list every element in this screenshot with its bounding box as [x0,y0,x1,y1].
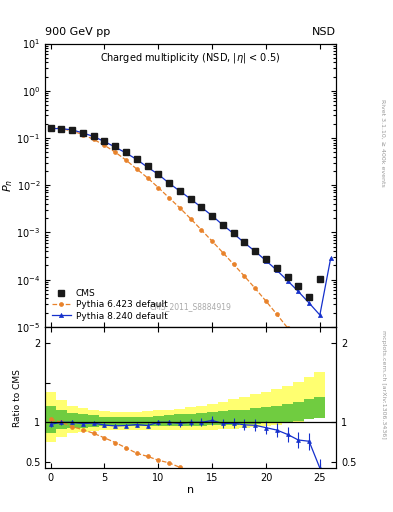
CMS [253,248,257,254]
Pythia 6.423 default [167,195,171,201]
Pythia 6.423 default [134,166,139,172]
Pythia 8.240 default [188,196,193,202]
CMS [199,204,204,210]
Pythia 8.240 default [81,130,85,136]
Text: Rivet 3.1.10, ≥ 400k events: Rivet 3.1.10, ≥ 400k events [381,99,386,187]
Line: Pythia 8.240 default: Pythia 8.240 default [48,126,333,317]
Pythia 8.240 default [296,288,301,294]
Pythia 6.423 default [48,124,53,131]
Y-axis label: $P_n$: $P_n$ [1,179,15,191]
Pythia 6.423 default [318,368,322,374]
CMS [231,230,236,237]
CMS [285,274,290,281]
CMS [264,256,268,262]
Pythia 6.423 default [178,205,182,211]
Pythia 8.240 default [328,255,333,262]
Pythia 8.240 default [264,258,268,264]
Pythia 8.240 default [307,300,311,306]
CMS [242,239,247,245]
Y-axis label: Ratio to CMS: Ratio to CMS [13,369,22,426]
Pythia 8.240 default [285,278,290,284]
CMS [167,180,171,186]
CMS [274,265,279,271]
CMS [220,222,225,228]
Pythia 8.240 default [70,127,75,133]
CMS [307,294,311,301]
CMS [178,188,182,194]
Pythia 6.423 default [156,184,161,190]
Pythia 6.423 default [81,132,85,138]
Pythia 6.423 default [339,320,344,326]
Pythia 6.423 default [210,238,215,244]
Pythia 6.423 default [199,227,204,233]
Pythia 8.240 default [178,188,182,194]
Pythia 6.423 default [70,128,75,134]
CMS [318,275,322,282]
Pythia 6.423 default [307,353,311,359]
CMS [70,127,75,133]
Text: Charged multiplicity (NSD, $|\eta|$ < 0.5): Charged multiplicity (NSD, $|\eta|$ < 0.… [101,51,281,65]
Pythia 6.423 default [328,383,333,389]
Pythia 6.423 default [296,339,301,345]
Pythia 6.423 default [220,249,225,255]
Pythia 8.240 default [48,125,53,132]
Pythia 6.423 default [264,298,268,304]
Text: CMS_2011_S8884919: CMS_2011_S8884919 [150,302,231,311]
Pythia 8.240 default [318,312,322,318]
CMS [102,138,107,144]
Pythia 6.423 default [274,311,279,317]
Pythia 6.423 default [285,325,290,331]
Legend: CMS, Pythia 6.423 default, Pythia 8.240 default: CMS, Pythia 6.423 default, Pythia 8.240 … [50,287,169,323]
Pythia 8.240 default [59,125,64,132]
Pythia 8.240 default [210,212,215,219]
Pythia 6.423 default [188,216,193,222]
Pythia 6.423 default [124,157,129,163]
Pythia 8.240 default [231,230,236,237]
Pythia 6.423 default [253,285,257,291]
CMS [134,156,139,162]
Text: 900 GeV pp: 900 GeV pp [45,27,110,37]
CMS [48,125,53,131]
Line: CMS: CMS [48,125,323,301]
Pythia 8.240 default [220,222,225,228]
Line: Pythia 6.423 default: Pythia 6.423 default [49,125,343,388]
Pythia 6.423 default [59,125,64,132]
CMS [81,130,85,136]
Pythia 8.240 default [145,164,150,170]
Pythia 8.240 default [102,138,107,144]
Pythia 8.240 default [253,248,257,254]
CMS [296,283,301,289]
CMS [145,163,150,169]
Pythia 6.423 default [102,142,107,148]
CMS [91,133,96,139]
CMS [188,196,193,202]
CMS [210,213,215,219]
X-axis label: n: n [187,485,194,495]
Text: NSD: NSD [312,27,336,37]
Pythia 8.240 default [113,144,118,150]
CMS [156,171,161,177]
Pythia 8.240 default [91,134,96,140]
CMS [59,125,64,132]
CMS [113,143,118,149]
CMS [124,149,129,155]
Pythia 6.423 default [242,273,247,279]
Pythia 8.240 default [274,267,279,273]
Pythia 6.423 default [231,261,236,267]
Pythia 8.240 default [124,150,129,156]
Pythia 8.240 default [167,180,171,186]
Pythia 6.423 default [145,175,150,181]
Pythia 8.240 default [199,204,204,210]
Pythia 6.423 default [91,136,96,142]
Text: mcplots.cern.ch [arXiv:1306.3436]: mcplots.cern.ch [arXiv:1306.3436] [381,330,386,438]
Pythia 8.240 default [134,156,139,162]
Pythia 6.423 default [113,149,118,155]
Pythia 8.240 default [242,240,247,246]
Pythia 8.240 default [156,171,161,177]
